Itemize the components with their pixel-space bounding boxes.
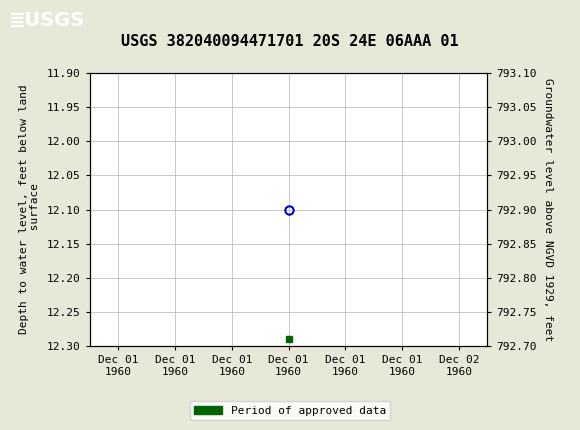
Y-axis label: Groundwater level above NGVD 1929, feet: Groundwater level above NGVD 1929, feet: [543, 78, 553, 341]
Text: ≣USGS: ≣USGS: [9, 11, 85, 30]
Text: USGS 382040094471701 20S 24E 06AAA 01: USGS 382040094471701 20S 24E 06AAA 01: [121, 34, 459, 49]
Legend: Period of approved data: Period of approved data: [190, 401, 390, 420]
Y-axis label: Depth to water level, feet below land
 surface: Depth to water level, feet below land su…: [19, 85, 40, 335]
